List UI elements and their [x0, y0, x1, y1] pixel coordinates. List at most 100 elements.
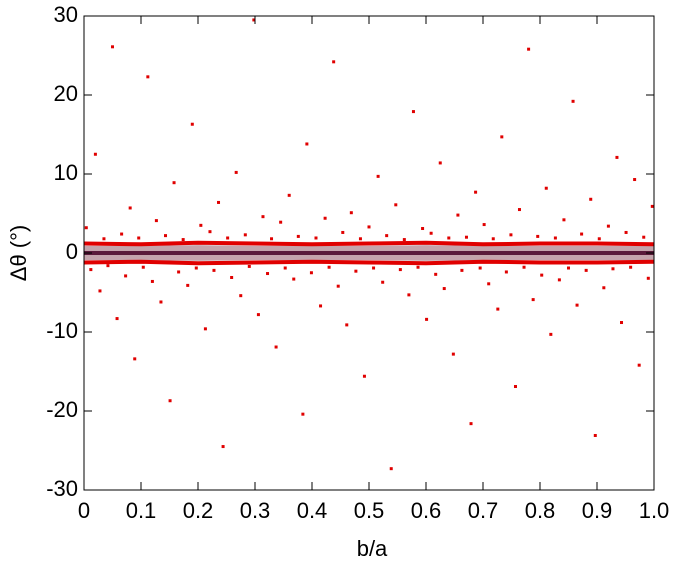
point — [469, 422, 473, 426]
point — [593, 433, 597, 437]
point — [208, 230, 212, 234]
point — [517, 208, 521, 212]
point — [137, 236, 141, 240]
point — [571, 99, 575, 103]
point — [323, 216, 327, 220]
point — [305, 142, 309, 146]
point — [597, 237, 601, 241]
point — [106, 264, 110, 268]
point — [327, 265, 331, 269]
point — [394, 203, 398, 207]
line — [83, 240, 655, 247]
point — [522, 265, 526, 269]
point — [252, 18, 256, 22]
point — [358, 237, 362, 241]
x-tick-label: 0 — [78, 498, 90, 523]
point — [332, 60, 336, 64]
point — [536, 234, 540, 238]
point — [589, 197, 593, 201]
point — [442, 287, 446, 291]
point — [287, 193, 291, 197]
point — [464, 235, 468, 239]
point — [557, 278, 561, 282]
point — [154, 219, 158, 223]
point — [500, 135, 504, 139]
x-tick-label: 0.8 — [525, 498, 556, 523]
x-tick-label: 0.4 — [297, 498, 328, 523]
x-tick-label: 0.1 — [126, 498, 157, 523]
point — [451, 352, 455, 356]
point — [482, 223, 486, 227]
point — [567, 266, 570, 270]
point — [159, 300, 163, 304]
point — [296, 234, 300, 238]
point — [89, 268, 93, 272]
point — [133, 357, 137, 361]
point — [456, 213, 460, 217]
point — [319, 304, 323, 308]
point — [292, 277, 296, 281]
point — [372, 266, 376, 270]
point — [633, 178, 637, 182]
point — [615, 155, 619, 159]
point — [124, 274, 128, 278]
point — [98, 289, 102, 293]
point — [362, 374, 366, 378]
point — [611, 267, 615, 271]
point — [540, 273, 544, 277]
point — [584, 268, 588, 272]
point — [128, 206, 132, 210]
x-tick-label: 0.6 — [411, 498, 442, 523]
y-tick-label: 0 — [66, 239, 78, 264]
point — [212, 268, 216, 272]
point — [381, 280, 385, 284]
point — [217, 200, 221, 204]
x-tick-label: 0.5 — [354, 498, 385, 523]
point — [141, 265, 145, 269]
point — [309, 271, 313, 275]
point — [549, 332, 553, 336]
y-axis-label: Δθ (°) — [6, 225, 31, 282]
point — [407, 293, 411, 297]
point — [102, 237, 106, 241]
point — [354, 269, 358, 273]
point — [247, 264, 251, 268]
point — [650, 204, 654, 208]
x-tick-label: 0.9 — [582, 498, 613, 523]
point — [336, 284, 340, 288]
x-tick-label: 0.7 — [468, 498, 499, 523]
point — [164, 234, 168, 238]
point — [637, 363, 641, 367]
point — [261, 215, 265, 219]
point — [575, 303, 579, 307]
point — [270, 237, 274, 241]
y-tick-label: 20 — [54, 81, 78, 106]
point — [478, 266, 482, 270]
point — [93, 152, 97, 156]
x-tick-label: 0.3 — [240, 498, 271, 523]
point — [416, 265, 420, 269]
point — [527, 47, 531, 51]
point — [544, 186, 548, 190]
point — [580, 232, 584, 236]
point — [602, 286, 606, 290]
point — [115, 317, 119, 321]
point — [606, 224, 610, 228]
point — [460, 268, 464, 272]
point — [411, 110, 415, 114]
point — [177, 270, 181, 274]
point — [190, 122, 194, 126]
point — [221, 445, 225, 449]
point — [620, 321, 624, 325]
point — [283, 266, 287, 270]
point — [429, 231, 433, 235]
x-tick-label: 0.2 — [183, 498, 214, 523]
point — [186, 283, 190, 287]
point — [266, 272, 270, 276]
point — [509, 233, 513, 237]
point — [425, 317, 429, 321]
point — [120, 232, 124, 236]
point — [226, 236, 230, 240]
point — [447, 236, 451, 240]
point — [84, 226, 88, 230]
